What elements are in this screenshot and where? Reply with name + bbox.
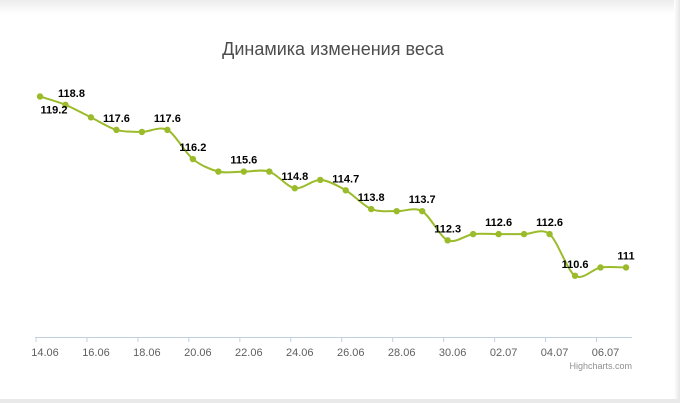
data-point[interactable]	[113, 126, 120, 134]
x-axis-labels: 14.06 16.06 18.06 20.06 22.06 24.06 26.06 28.06…	[31, 347, 619, 359]
bottom-edge	[0, 399, 680, 403]
data-label: 117.6	[103, 113, 130, 125]
data-label: 113.8	[358, 192, 385, 204]
data-point[interactable]	[418, 207, 426, 215]
x-tick-label: 14.06	[31, 347, 59, 359]
data-point[interactable]	[291, 185, 298, 192]
data-point[interactable]	[571, 272, 579, 279]
x-tick-label: 22.06	[235, 347, 263, 359]
data-point[interactable]	[189, 155, 197, 163]
x-axis-ticks	[35, 337, 598, 342]
series-points	[36, 93, 630, 279]
right-edge	[674, 0, 680, 403]
data-label: 113.7	[409, 194, 436, 206]
data-point[interactable]	[444, 237, 451, 244]
data-label: 118.8	[58, 88, 85, 100]
top-strip	[0, 0, 680, 14]
data-point[interactable]	[240, 168, 248, 175]
data-label: 112.6	[536, 217, 563, 229]
credits-link[interactable]: Highcharts.com	[569, 361, 632, 371]
chart-title: Динамика изменения веса	[222, 39, 445, 59]
x-tick-label: 18.06	[133, 347, 161, 359]
data-point[interactable]	[597, 264, 604, 271]
data-label: 116.2	[179, 142, 206, 154]
data-point[interactable]	[368, 205, 375, 213]
data-label: 111	[617, 250, 634, 262]
data-point[interactable]	[266, 168, 273, 175]
x-tick-label: 02.07	[490, 347, 518, 359]
data-label: 114.7	[332, 173, 359, 185]
data-label: 117.6	[154, 113, 181, 125]
data-point[interactable]	[342, 187, 349, 194]
x-tick-label: 26.06	[337, 347, 365, 359]
data-point[interactable]	[215, 168, 222, 175]
data-label: 115.6	[230, 155, 257, 167]
x-tick-label: 04.07	[541, 347, 569, 359]
data-label: 112.6	[485, 217, 512, 229]
x-tick-label: 20.06	[184, 347, 212, 359]
data-label: 114.8	[281, 171, 308, 183]
data-point[interactable]	[87, 114, 95, 121]
x-tick-label: 30.06	[439, 347, 467, 359]
data-point[interactable]	[317, 176, 324, 184]
x-tick-label: 06.07	[592, 347, 620, 359]
data-point[interactable]	[62, 101, 69, 109]
data-point[interactable]	[138, 128, 146, 136]
x-tick-label: 16.06	[82, 347, 110, 359]
data-point[interactable]	[622, 264, 630, 271]
data-point[interactable]	[546, 230, 553, 238]
data-point[interactable]	[495, 230, 502, 238]
data-label: 119.2	[41, 105, 68, 117]
data-point[interactable]	[164, 126, 171, 134]
data-point[interactable]	[36, 93, 44, 100]
x-tick-label: 24.06	[286, 347, 314, 359]
data-label: 112.3	[434, 223, 461, 235]
data-point[interactable]	[393, 207, 400, 215]
data-point[interactable]	[469, 230, 477, 238]
x-tick-label: 28.06	[388, 347, 416, 359]
data-labels: 119.2 118.8 117.6 117.6 116.2 115.6 114.8 114.7…	[41, 88, 635, 271]
data-label: 110.6	[562, 259, 589, 271]
data-point[interactable]	[520, 230, 528, 238]
